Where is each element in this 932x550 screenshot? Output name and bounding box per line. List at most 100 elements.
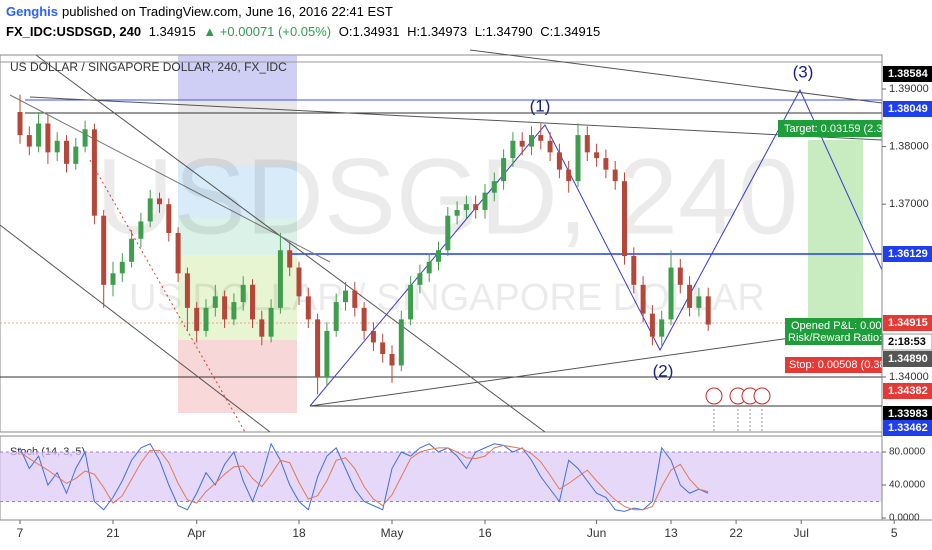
x-tick-label: 13: [664, 526, 678, 540]
candle-body: [166, 204, 172, 233]
price-label: 1.34915: [888, 317, 928, 329]
candle-body: [473, 204, 479, 210]
header: Genghis published on TradingView.com, Jun…: [0, 0, 932, 46]
candle-body: [687, 284, 693, 308]
x-tick-label: 18: [292, 526, 306, 540]
candle-body: [231, 302, 237, 320]
y-tick-label: 0.0000: [889, 513, 920, 524]
trend-line: [9, 94, 331, 263]
price-label: 1.34382: [888, 385, 928, 397]
candle-body: [91, 129, 97, 216]
x-tick-label: Jun: [587, 526, 606, 540]
open: O:1.34931: [338, 24, 400, 39]
wave-label: (3): [793, 62, 814, 81]
candle-body: [110, 273, 116, 285]
marks: [0, 94, 882, 512]
trend-line: [0, 224, 271, 433]
trend-line: [35, 54, 546, 433]
candle-body: [696, 296, 702, 308]
x-tick-label: 16: [478, 526, 492, 540]
candle-body: [101, 215, 107, 285]
candle-body: [556, 152, 562, 170]
price-label: 1.36129: [888, 248, 928, 260]
wave-path: [309, 88, 883, 407]
candle-body: [305, 296, 311, 320]
candle-body: [417, 273, 423, 285]
stop-box: [785, 357, 888, 373]
candle-body: [26, 135, 32, 147]
candle-body: [259, 319, 265, 337]
candle-body: [175, 232, 181, 274]
candle-body: [454, 209, 460, 216]
symbol-row: FX_IDC:USDSGD, 240 1.34915 ▲ +0.00071 (+…: [6, 24, 604, 39]
x-tick-label: 5: [891, 526, 898, 540]
candle-body: [222, 296, 228, 320]
target-box: [778, 120, 888, 137]
candle-body: [64, 140, 69, 164]
event-icon[interactable]: [753, 387, 771, 405]
event-icon[interactable]: [705, 387, 723, 405]
y-tick-label: 40.0000: [889, 480, 926, 491]
candle-body: [296, 267, 302, 297]
x-tick-label: 7: [17, 526, 24, 540]
candle-body: [389, 353, 395, 366]
candle-body: [519, 140, 525, 147]
candle-body: [640, 284, 646, 314]
price-label: 1.38049: [888, 103, 928, 115]
candle-body: [566, 169, 572, 182]
wave-label: (2): [653, 361, 674, 380]
pl-box: [785, 318, 888, 345]
x-tick-label: 21: [106, 526, 120, 540]
candle-body: [343, 290, 348, 303]
candle-body: [380, 342, 386, 354]
price-label: 1.38584: [888, 68, 929, 80]
author[interactable]: Genghis: [6, 4, 59, 19]
candle-body: [240, 284, 246, 303]
candle-body: [324, 330, 330, 377]
y-tick-label: 1.39000: [889, 83, 929, 95]
last-price: 1.34915: [148, 24, 196, 39]
y-tick-label: 80.0000: [889, 447, 926, 458]
candle-body: [361, 307, 367, 331]
candle-body: [538, 135, 544, 141]
symbol: FX_IDC:USDSGD, 240: [6, 24, 142, 39]
target-zone: [808, 140, 863, 318]
candle-body: [584, 135, 590, 153]
drawings: [0, 49, 883, 433]
wave-label: (1): [530, 96, 551, 115]
x-tick-label: 22: [729, 526, 743, 540]
position-boxes: Target: 0.03159 (2.34%) Opened P&L: 0.00…: [778, 120, 902, 373]
candle-body: [138, 221, 144, 239]
stop-text: Stop: 0.00508 (0.38%): [789, 359, 899, 371]
candle-body: [36, 123, 42, 147]
rr-text: Risk/Reward Ratio: 6.2: [788, 332, 901, 344]
trend-line: [89, 159, 246, 433]
candle-body: [529, 135, 534, 147]
x-tick-label: Jul: [794, 526, 809, 540]
candle-body: [73, 146, 79, 164]
price-label-box: [883, 246, 932, 262]
price-label: 1.33462: [888, 422, 928, 434]
candle-body: [212, 296, 218, 308]
target-text: Target: 0.03159 (2.34%): [784, 123, 902, 135]
fib-box: [178, 55, 297, 413]
event-icons: [705, 387, 771, 432]
candle-body: [649, 313, 655, 337]
price-label-box: [883, 351, 932, 367]
axes: 1.39000 1.38000 1.37000 1.34000 1.38584 1.380…: [17, 66, 932, 540]
price-label: 2:18:53: [888, 336, 926, 348]
candle-body: [82, 129, 88, 147]
price-label-box: [883, 315, 932, 331]
price-label: 1.33983: [888, 408, 928, 420]
candle-body: [268, 307, 274, 337]
candle-body: [147, 198, 153, 222]
candle-body: [157, 198, 162, 205]
x-tick-label: May: [381, 526, 404, 540]
candle-body: [677, 267, 683, 285]
candle-body: [426, 261, 432, 274]
candle-body: [45, 123, 51, 153]
candle-body: [631, 256, 637, 285]
candle-body: [501, 158, 507, 182]
candle-body: [333, 302, 339, 331]
y-tick-label: 1.34000: [889, 371, 929, 383]
